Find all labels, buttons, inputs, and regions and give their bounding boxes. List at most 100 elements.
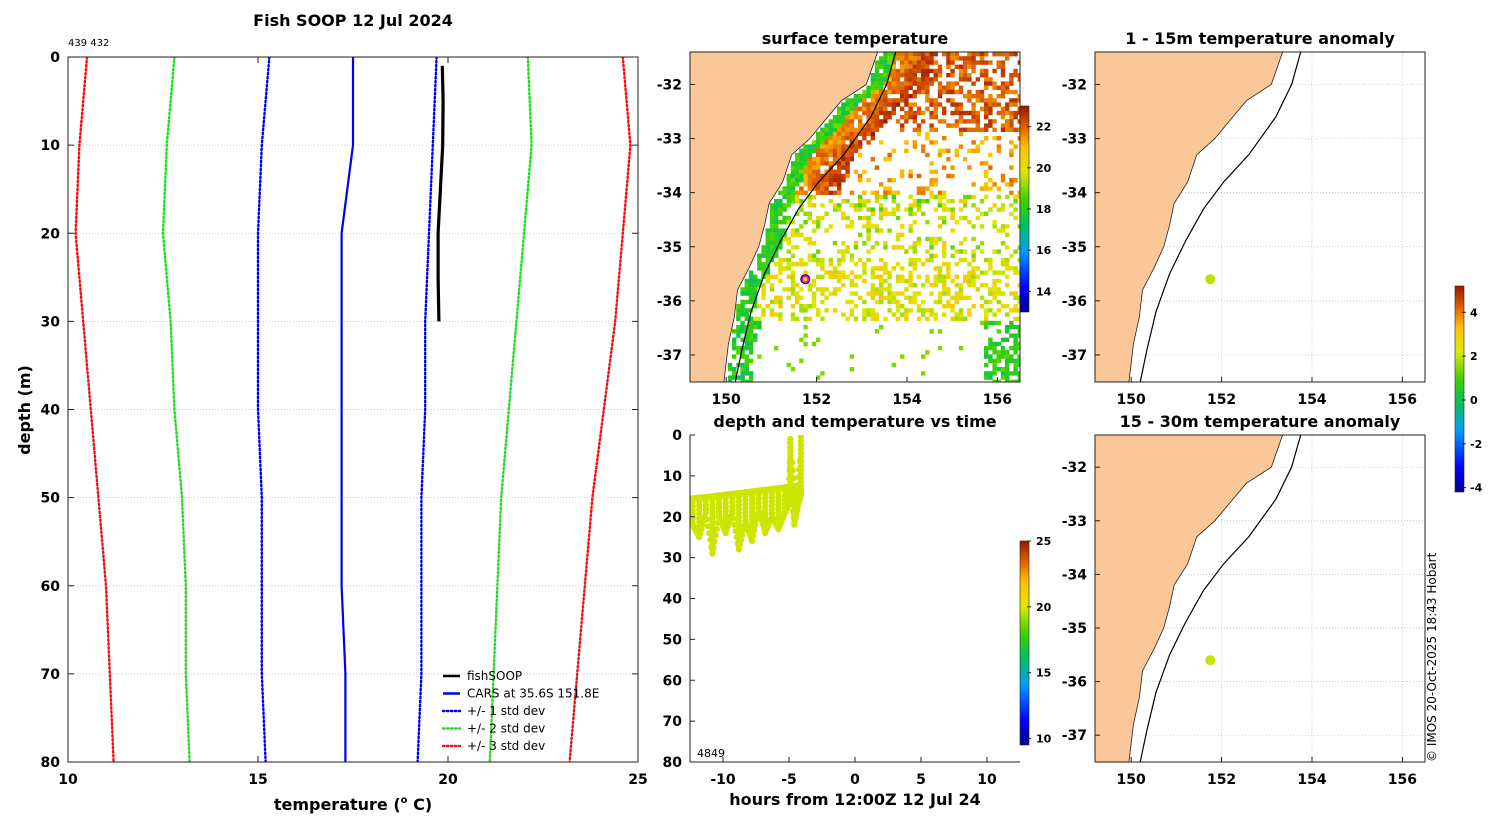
sst-cell [946,123,951,128]
sst-cell [849,203,854,208]
sst-cell [874,73,880,78]
sst-cell [958,119,964,124]
sst-colorbar-label: 14 [1036,285,1052,298]
sst-cell [841,115,846,120]
sst-cell [748,358,754,363]
sst-cell [954,283,959,288]
timeseries-point [796,466,803,473]
map-ytick-label: -33 [1062,132,1087,148]
sst-cell [925,278,930,284]
sst-cell [946,157,951,162]
sst-cell [925,131,930,137]
sst-cell [841,140,846,145]
sst-cell [895,236,901,242]
sst-cell [753,295,758,300]
sst-cell [879,325,884,330]
sst-cell [870,115,875,120]
sst-cell [795,165,800,170]
sst-cell [1005,367,1010,372]
sst-cell [992,320,997,326]
timeseries-point [733,534,740,541]
sst-cell [942,291,947,296]
sst-cell [908,56,913,61]
sst-cell [916,186,922,191]
sst-cell [774,262,779,267]
sst-cell [895,304,901,309]
sst-cell [958,115,964,120]
sst-cell [799,358,804,363]
sst-cell [1005,379,1010,382]
sst-cell [975,266,980,271]
sst-cell [979,89,985,95]
sst-cell [1017,110,1020,116]
sst-cell [849,140,854,145]
sst-cell [954,106,959,111]
sst-cell [820,316,825,321]
sst-cell [765,253,770,258]
sst-cell [900,81,905,86]
sst-cell [1009,190,1014,195]
sst-cell [790,312,796,317]
sst-cell [979,127,985,132]
sst-cell [803,316,808,321]
sst-cell [828,190,833,195]
sst-cell [912,245,917,250]
sst-cell [753,291,758,296]
sst-cell [971,94,976,99]
sst-cell [996,85,1001,90]
sst-cell [748,316,754,321]
sst-cell [971,182,976,187]
sst-cell [841,173,846,179]
sst-cell [916,64,922,69]
sst-cell [908,52,913,57]
sst-cell [1009,148,1014,153]
sst-cell [908,73,913,78]
sst-cell [900,232,905,237]
sst-cell [933,182,938,187]
sst-cell [795,152,800,158]
sst-cell [933,98,938,103]
sst-cell [870,131,875,137]
sst-cell [904,94,909,99]
sst-cell [748,295,754,300]
sst-cell [778,241,783,246]
profile-ytick-label: 40 [41,403,61,419]
sst-cell [816,249,821,254]
sst-cell [950,85,955,90]
sst-cell [971,81,976,86]
sst-cell [954,299,959,305]
sst-cell [790,316,796,321]
sst-cell [1009,115,1014,120]
sst-cell [929,98,934,103]
sst-cell [963,68,968,74]
sst-cell [820,157,825,162]
sst-cell [845,123,850,128]
sst-cell [1000,262,1006,267]
sst-cell [866,102,871,107]
sst-cell [912,262,917,267]
sst-cell [887,270,892,275]
sst-cell [988,165,993,170]
sst-cell [925,89,930,95]
sst-cell [996,278,1001,284]
sst-cell [954,52,959,57]
map-shelf-contour [1139,435,1302,762]
sst-cell [895,308,901,313]
sst-cell [740,329,745,334]
sst-cell [832,182,838,187]
anomaly1-title: 1 - 15m temperature anomaly [1125,29,1395,48]
sst-cell [912,56,917,61]
sst-cell [996,358,1001,363]
sst-cell [748,320,754,326]
sst-cell [992,346,997,351]
sst-cell [1005,110,1010,116]
sst-cell [740,362,745,368]
sst-cell [904,316,909,321]
sst-cell [929,253,934,258]
sst-cell [963,194,968,200]
sst-cell [816,224,821,229]
sst-cell [895,85,901,90]
map-ytick-label: -33 [657,132,682,148]
sst-cell [837,106,842,111]
sst-cell [996,367,1001,372]
